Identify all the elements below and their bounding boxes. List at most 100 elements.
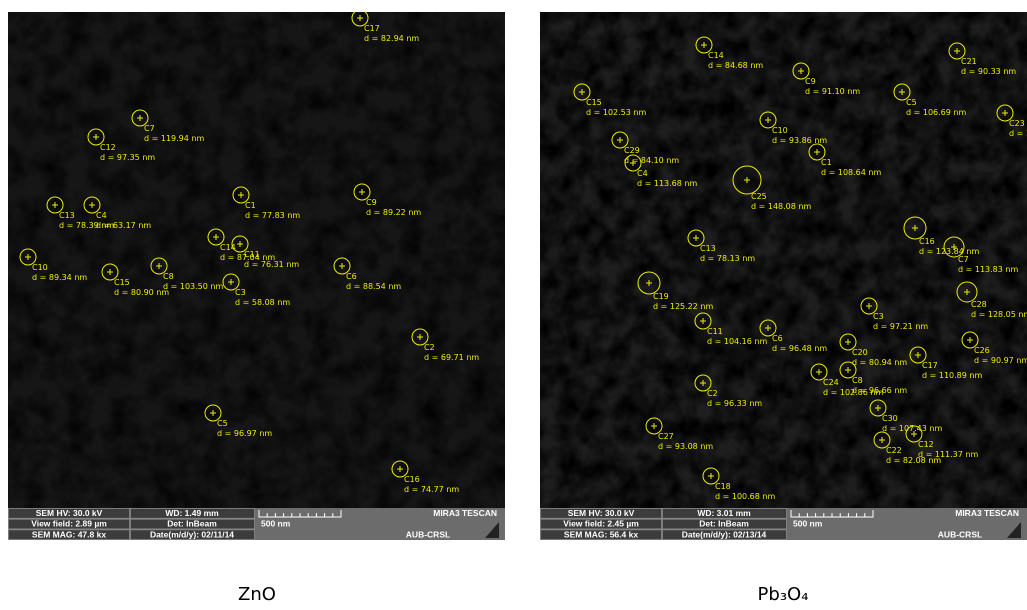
- particle-label: C8: [163, 272, 174, 281]
- particle-diameter: d = 90.97 nm: [974, 356, 1027, 365]
- particle-label: C22: [886, 446, 902, 455]
- particle-diameter: d = 100.68 nm: [715, 492, 775, 501]
- particle-diameter: d = 96.97 nm: [217, 429, 272, 438]
- particle-label: C30: [882, 414, 898, 423]
- info-text: 500 nm: [261, 519, 291, 529]
- particle-diameter: d = 63.17 nm: [96, 221, 151, 230]
- particle-diameter: d = 108.64 nm: [821, 168, 881, 177]
- particle-label: C1: [821, 158, 832, 167]
- particle-diameter: d = 103.50 nm: [163, 282, 223, 291]
- particle-diameter: d = 125.22 nm: [653, 302, 713, 311]
- particle-label: C13: [700, 244, 716, 253]
- particle-diameter: d = 80.90 nm: [114, 288, 169, 297]
- particle-diameter: d = 104.16 nm: [707, 337, 767, 346]
- particle-label: C17: [364, 24, 380, 33]
- particle-diameter: d = 78.13 nm: [700, 254, 755, 263]
- info-text: SEM MAG: 56.4 kx: [564, 529, 638, 539]
- particle-label: C6: [772, 334, 783, 343]
- particle-diameter: d = 76.31 nm: [244, 260, 299, 269]
- particle-diameter: d = 123.84 nm: [919, 247, 979, 256]
- info-text: SEM HV: 30.0 kV: [568, 508, 635, 518]
- particle-label: C3: [873, 312, 884, 321]
- particle-label: C25: [751, 192, 767, 201]
- particle-label: C7: [958, 255, 969, 264]
- particle-label: C9: [366, 198, 377, 207]
- particle-diameter: d = 88.54 nm: [346, 282, 401, 291]
- info-text: MIRA3 TESCAN: [955, 508, 1019, 518]
- particle-label: C16: [919, 237, 935, 246]
- particle-label: C14: [708, 51, 724, 60]
- info-text: Date(m/d/y): 02/11/14: [150, 529, 234, 539]
- particle-label: C9: [805, 77, 816, 86]
- particle-diameter: d = 110.89 nm: [922, 371, 982, 380]
- particle-label: C10: [32, 263, 48, 272]
- particle-diameter: d = 113.83 nm: [958, 265, 1018, 274]
- particle-label: C5: [217, 419, 228, 428]
- particle-label: C24: [823, 378, 839, 387]
- particle-diameter: d = 91.10 nm: [805, 87, 860, 96]
- info-text: WD: 1.49 mm: [165, 508, 219, 518]
- particle-label: C12: [918, 440, 934, 449]
- particle-label: C8: [852, 376, 863, 385]
- info-text: Det: InBeam: [699, 519, 749, 529]
- particle-label: C2: [707, 389, 718, 398]
- particle-label: C11: [244, 250, 260, 259]
- caption: Pb₃O₄: [758, 584, 809, 605]
- particle-label: C4: [637, 169, 648, 178]
- particle-label: C11: [707, 327, 723, 336]
- particle-diameter: d = 110.09 nm: [1009, 129, 1027, 138]
- particle-label: C17: [922, 361, 938, 370]
- particle-diameter: d = 128.05 nm: [971, 310, 1027, 319]
- particle-label: C7: [144, 124, 155, 133]
- particle-label: C14: [220, 243, 236, 252]
- particle-diameter: d = 69.71 nm: [424, 353, 479, 362]
- particle-label: C3: [235, 288, 246, 297]
- particle-label: C18: [715, 482, 731, 491]
- particle-diameter: d = 119.94 nm: [144, 134, 204, 143]
- particle-label: C15: [114, 278, 130, 287]
- info-text: Det: InBeam: [167, 519, 217, 529]
- particle-label: C10: [772, 126, 788, 135]
- particle-label: C13: [59, 211, 75, 220]
- particle-diameter: d = 80.94 nm: [852, 358, 907, 367]
- particle-label: C27: [658, 432, 674, 441]
- particle-diameter: d = 77.83 nm: [245, 211, 300, 220]
- particle-diameter: d = 90.33 nm: [961, 67, 1016, 76]
- particle-label: C2: [424, 343, 435, 352]
- particle-diameter: d = 96.66 nm: [852, 386, 907, 395]
- info-text: Date(m/d/y): 02/13/14: [682, 529, 767, 539]
- particle-label: C16: [404, 475, 420, 484]
- particle-label: C28: [971, 300, 987, 309]
- particle-diameter: d = 148.08 nm: [751, 202, 811, 211]
- particle-label: C23: [1009, 119, 1025, 128]
- particle-diameter: d = 102.53 nm: [586, 108, 646, 117]
- particle-label: C4: [96, 211, 107, 220]
- info-text: SEM HV: 30.0 kV: [36, 508, 103, 518]
- particle-label: C19: [653, 292, 669, 301]
- particle-diameter: d = 96.48 nm: [772, 344, 827, 353]
- particle-diameter: d = 58.08 nm: [235, 298, 290, 307]
- info-text: View field: 2.45 µm: [563, 519, 639, 529]
- info-text: WD: 3.01 mm: [697, 508, 751, 518]
- particle-label: C12: [100, 143, 116, 152]
- particle-diameter: d = 107.43 nm: [882, 424, 942, 433]
- particle-label: C29: [624, 146, 640, 155]
- particle-diameter: d = 106.69 nm: [906, 108, 966, 117]
- particle-diameter: d = 93.86 nm: [772, 136, 827, 145]
- particle-diameter: d = 93.08 nm: [658, 442, 713, 451]
- particle-diameter: d = 89.34 nm: [32, 273, 87, 282]
- info-text: AUB-CRSL: [406, 529, 450, 539]
- page: C17d = 82.94 nmC7d = 119.94 nmC12d = 97.…: [0, 0, 1027, 610]
- caption: ZnO: [238, 584, 276, 605]
- particle-diameter: d = 113.68 nm: [637, 179, 697, 188]
- particle-diameter: d = 84.68 nm: [708, 61, 763, 70]
- particle-label: C6: [346, 272, 357, 281]
- particle-label: C1: [245, 201, 256, 210]
- particle-label: C21: [961, 57, 977, 66]
- particle-diameter: d = 96.33 nm: [707, 399, 762, 408]
- info-text: 500 nm: [793, 519, 823, 529]
- particle-diameter: d = 84.10 nm: [624, 156, 679, 165]
- particle-label: C20: [852, 348, 868, 357]
- particle-label: C26: [974, 346, 990, 355]
- particle-diameter: d = 97.35 nm: [100, 153, 155, 162]
